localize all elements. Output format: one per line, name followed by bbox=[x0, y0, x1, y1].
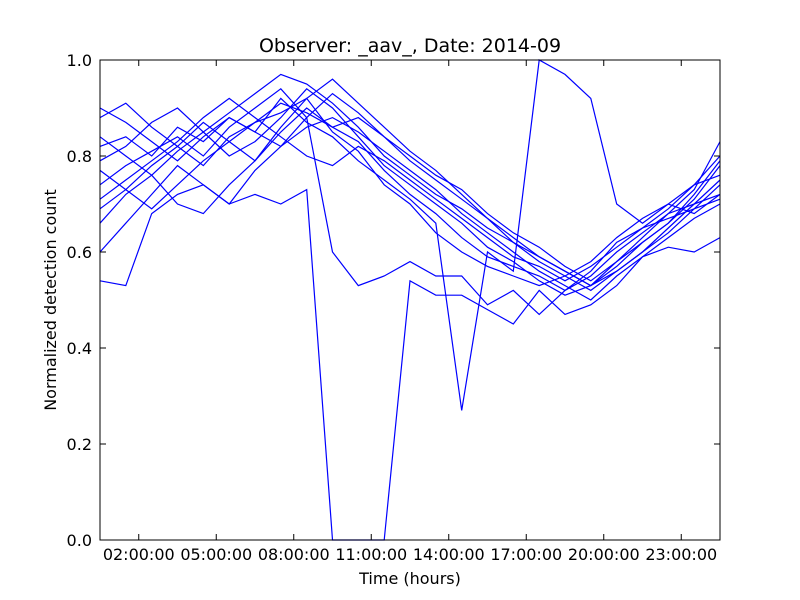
x-tick-label: 02:00:00 bbox=[103, 545, 175, 564]
y-tick-label: 0.8 bbox=[67, 147, 92, 166]
y-tick-label: 0.2 bbox=[67, 435, 92, 454]
series-line-12 bbox=[99, 78, 721, 287]
series-line-3 bbox=[99, 87, 721, 316]
series-line-9 bbox=[99, 73, 721, 292]
series-lines bbox=[99, 59, 721, 541]
x-axis: 02:00:00 05:00:00 08:00:00 11:00:00 14:00:00… bbox=[103, 60, 717, 564]
series-line-11 bbox=[99, 92, 721, 282]
y-tick-label: 0.0 bbox=[67, 531, 92, 550]
x-tick-label: 14:00:00 bbox=[413, 545, 485, 564]
x-tick-label: 08:00:00 bbox=[258, 545, 330, 564]
chart-title: Observer: _aav_, Date: 2014-09 bbox=[259, 35, 561, 57]
x-tick-label: 05:00:00 bbox=[180, 545, 252, 564]
series-line-8 bbox=[99, 116, 721, 301]
series-line-2 bbox=[99, 59, 721, 411]
x-tick-label: 23:00:00 bbox=[645, 545, 717, 564]
series-line-7 bbox=[99, 97, 721, 282]
x-tick-label: 11:00:00 bbox=[335, 545, 407, 564]
x-axis-label: Time (hours) bbox=[358, 569, 461, 588]
y-axis: 0.0 0.2 0.4 0.6 0.8 1.0 bbox=[67, 51, 720, 550]
y-tick-label: 1.0 bbox=[67, 51, 92, 70]
series-line-1 bbox=[99, 184, 721, 541]
series-line-10 bbox=[99, 102, 721, 287]
series-line-5 bbox=[99, 107, 721, 292]
y-tick-label: 0.4 bbox=[67, 339, 92, 358]
series-line-4 bbox=[99, 97, 721, 287]
y-tick-label: 0.6 bbox=[67, 243, 92, 262]
y-axis-label: Normalized detection count bbox=[41, 189, 60, 411]
x-tick-label: 17:00:00 bbox=[490, 545, 562, 564]
plot-frame bbox=[99, 59, 721, 541]
x-tick-label: 20:00:00 bbox=[568, 545, 640, 564]
